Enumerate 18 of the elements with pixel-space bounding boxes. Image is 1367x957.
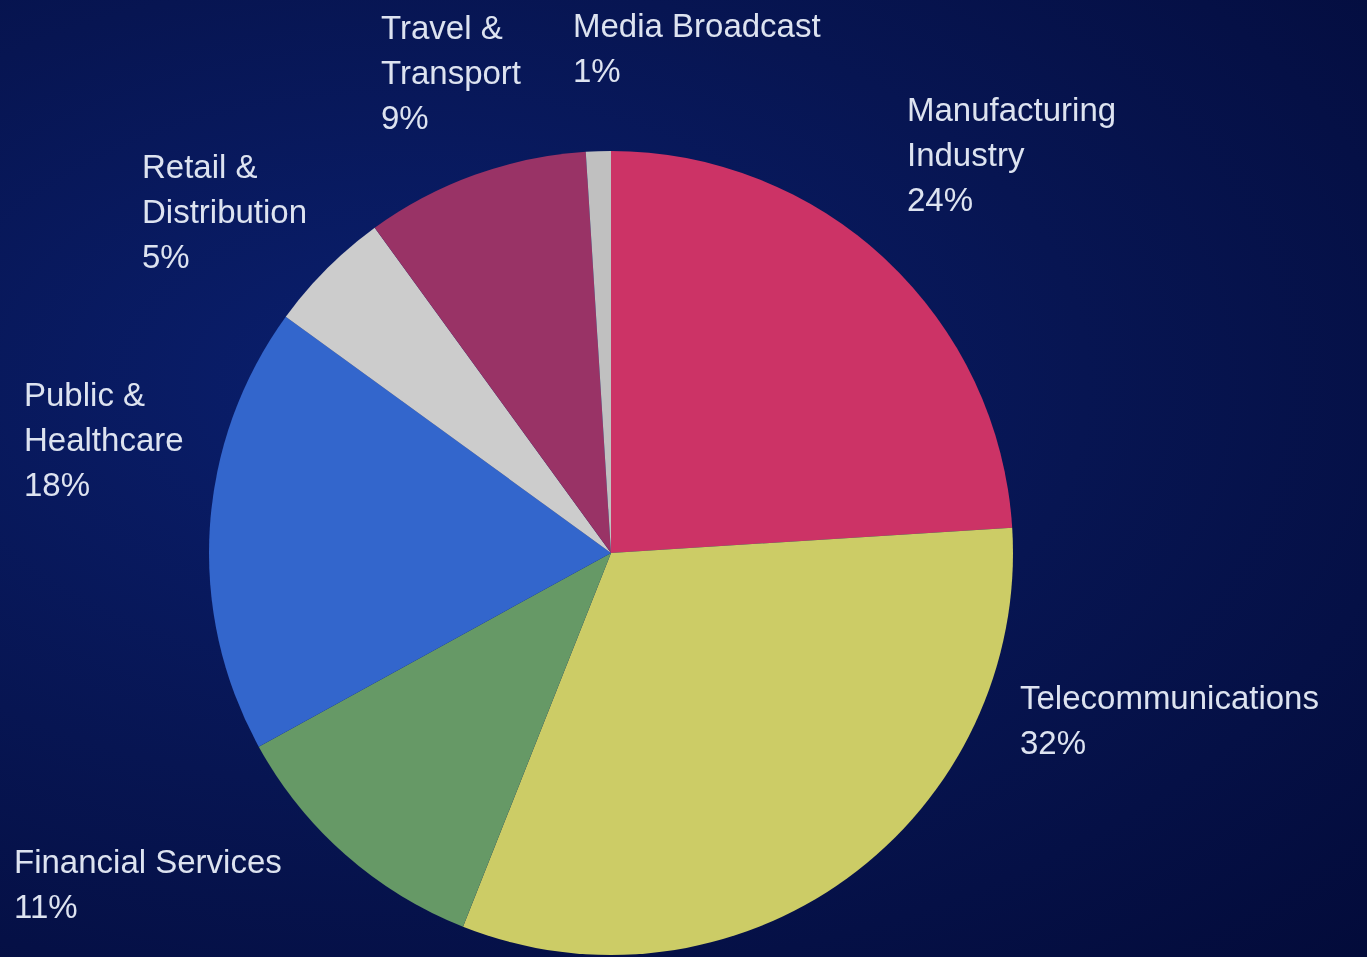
pie-slice [285,227,611,553]
slice-label: Public & Healthcare [24,376,184,458]
slice-label: Manufacturing Industry [907,91,1117,173]
slice-label: Financial Services [14,843,282,880]
data-label: 18% [24,466,91,503]
pie-slice [463,527,1013,955]
data-label: 11% [14,888,78,925]
slice-label: Travel & Transport [381,9,521,91]
slice-label: Retail & Distribution [142,148,308,230]
slice-label: Telecommunications [1020,679,1319,716]
slice-label: Media Broadcast [573,7,821,44]
data-label: 32% [1020,724,1087,761]
pie-slice [374,151,611,553]
data-label: 24% [907,181,974,218]
pie-slice [209,316,611,747]
data-label: 1% [573,52,621,89]
data-label: 9% [381,99,429,136]
data-label: 5% [142,238,190,275]
